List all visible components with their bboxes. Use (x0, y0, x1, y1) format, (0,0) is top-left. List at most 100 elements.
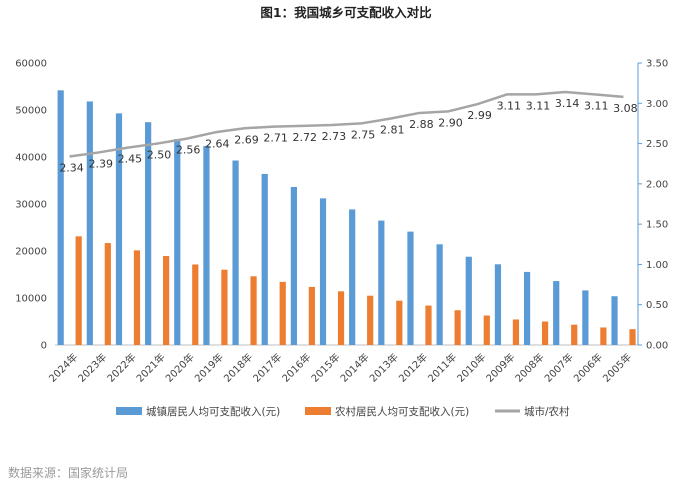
rural-income-bar (600, 327, 607, 345)
x-tick-label: 2011年 (425, 350, 459, 384)
x-tick-label: 2022年 (104, 350, 138, 384)
rural-income-bar (133, 250, 141, 345)
x-tick-label: 2023年 (75, 350, 109, 384)
urban-income-bar (494, 264, 502, 345)
rural-income-bar (279, 281, 286, 345)
urban-income-bar (378, 220, 385, 345)
x-tick-label: 2010年 (454, 350, 488, 384)
y-right-tick-label: 1.00 (646, 260, 668, 271)
urban-income-bar (436, 244, 443, 345)
x-tick-label: 2014年 (337, 350, 371, 384)
ratio-data-label: 2.71 (263, 132, 288, 145)
x-tick-label: 2024年 (46, 350, 80, 384)
axes: 0 10000 20000 30000 40000 50000 60000 0.00 0.50 1… (15, 59, 668, 352)
rural-income-bar (396, 300, 403, 345)
legend-label-rural: 农村居民人均可支配收入(元) (335, 405, 469, 418)
rural-income-bar (221, 269, 228, 345)
ratio-data-label: 2.39 (88, 157, 113, 170)
ratio-data-label: 2.73 (322, 130, 347, 143)
rural-income-bar (75, 236, 82, 345)
ratio-data-label: 3.14 (555, 97, 580, 110)
x-tick-label: 2018年 (221, 350, 255, 384)
y-left-tick-label: 20000 (15, 247, 47, 258)
rural-income-bar (454, 310, 461, 345)
rural-income-bar (163, 256, 170, 345)
legend-swatch-rural (305, 407, 331, 415)
y-left-tick-label: 10000 (15, 294, 47, 305)
rural-income-bar (541, 321, 549, 345)
ratio-line-group: 2.34 2.39 2.45 2.50 2.56 2.64 2.69 2.71 2.72 2.73… (59, 90, 638, 174)
x-tick-labels: 2024年2023年2022年2021年2020年2019年2018年2017年… (46, 350, 634, 384)
urban-income-bar (232, 160, 239, 345)
ratio-data-label: 2.75 (351, 128, 376, 141)
rural-income-bar (425, 305, 432, 345)
y-right-tick-label: 2.50 (646, 139, 668, 150)
y-right-tick-label: 1.50 (646, 220, 668, 231)
y-right-tick-label: 0.50 (646, 300, 668, 311)
y-right-tick-label: 0.00 (646, 341, 668, 352)
ratio-data-label: 2.45 (118, 153, 143, 166)
rural-income-bar (367, 295, 374, 345)
x-tick-label: 2016年 (279, 350, 313, 384)
x-tick-label: 2015年 (308, 350, 342, 384)
chart-title: 图1：我国城乡可支配收入对比 (260, 5, 432, 20)
ratio-line (69, 90, 624, 158)
legend-label-ratio: 城市/农村 (524, 405, 570, 418)
urban-income-bar (174, 138, 181, 345)
x-tick-label: 2021年 (133, 350, 167, 384)
y-left-tick-label: 0 (41, 341, 47, 352)
ratio-data-label: 2.34 (59, 161, 84, 174)
urban-income-bar (582, 290, 589, 345)
x-tick-label: 2006年 (571, 350, 605, 384)
ratio-data-label: 3.11 (497, 99, 522, 112)
urban-income-bar (349, 209, 356, 345)
y-left-tick-label: 40000 (15, 153, 47, 164)
ratio-data-label: 3.11 (526, 99, 551, 112)
urban-income-bar (465, 256, 472, 345)
urban-income-bar (611, 296, 618, 345)
y-right-tick-label: 2.00 (646, 179, 668, 190)
urban-income-bar (290, 187, 297, 345)
bars (57, 90, 636, 345)
ratio-data-label: 2.90 (438, 116, 463, 129)
rural-income-bar (483, 315, 490, 345)
urban-income-bar (553, 281, 560, 345)
ratio-data-label: 2.81 (380, 124, 405, 137)
urban-income-bar (57, 90, 64, 345)
x-tick-label: 2019年 (192, 350, 226, 384)
y-left-tick-label: 50000 (15, 106, 47, 117)
ratio-data-label: 2.69 (234, 133, 259, 146)
x-tick-label: 2017年 (250, 350, 284, 384)
ratio-data-label: 2.72 (293, 131, 318, 144)
y-right-tick-label: 3.50 (646, 59, 668, 70)
rural-income-bar (337, 291, 345, 345)
urban-income-bar (203, 145, 210, 345)
ratio-data-label: 2.50 (147, 149, 172, 162)
rural-income-bar (571, 324, 578, 345)
x-tick-label: 2005年 (600, 350, 634, 384)
urban-income-bar (145, 122, 152, 345)
x-tick-label: 2007年 (542, 350, 576, 384)
urban-income-bar (523, 271, 531, 345)
y-left-tick-label: 60000 (15, 59, 47, 70)
ratio-data-label: 3.11 (584, 99, 609, 112)
urban-income-bar (261, 173, 268, 345)
y-right-tick-label: 3.00 (646, 99, 668, 110)
rural-income-bar (308, 286, 315, 345)
urban-income-bar (115, 113, 123, 345)
y-left-tick-label: 30000 (15, 200, 47, 211)
rural-income-bar (192, 264, 199, 345)
ratio-data-label: 2.64 (205, 137, 230, 150)
x-tick-label: 2020年 (163, 350, 197, 384)
rural-income-bar (104, 243, 111, 345)
legend: 城镇居民人均可支配收入(元) 农村居民人均可支配收入(元) 城市/农村 (116, 405, 570, 418)
urban-income-bar (319, 198, 327, 345)
ratio-data-label: 2.99 (467, 109, 492, 122)
x-tick-label: 2012年 (396, 350, 430, 384)
x-tick-label: 2008年 (512, 350, 546, 384)
rural-income-bar (250, 276, 257, 345)
source-note: 数据来源：国家统计局 (8, 465, 128, 480)
x-tick-label: 2013年 (367, 350, 401, 384)
ratio-data-label: 2.88 (409, 118, 434, 131)
